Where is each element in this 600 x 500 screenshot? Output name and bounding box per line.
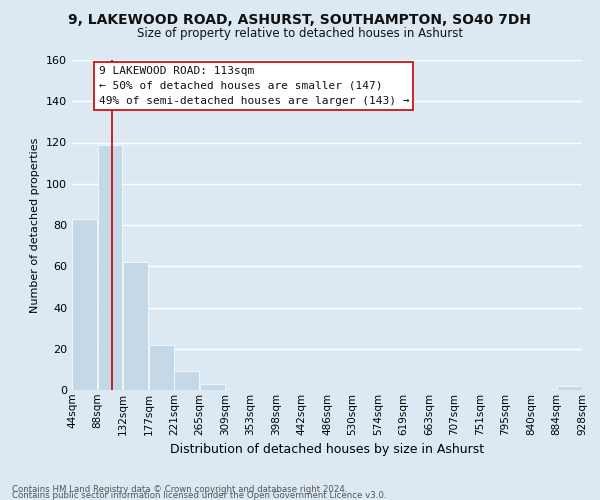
Bar [72,219,97,390]
Text: 9 LAKEWOOD ROAD: 113sqm
← 50% of detached houses are smaller (147)
49% of semi-d: 9 LAKEWOOD ROAD: 113sqm ← 50% of detache… [98,66,409,106]
Bar [98,144,122,390]
Text: Contains public sector information licensed under the Open Government Licence v3: Contains public sector information licen… [12,490,386,500]
Y-axis label: Number of detached properties: Number of detached properties [31,138,40,312]
Bar [175,372,199,390]
Text: 9, LAKEWOOD ROAD, ASHURST, SOUTHAMPTON, SO40 7DH: 9, LAKEWOOD ROAD, ASHURST, SOUTHAMPTON, … [68,12,532,26]
Bar [149,344,174,390]
Bar [200,384,224,390]
Text: Size of property relative to detached houses in Ashurst: Size of property relative to detached ho… [137,28,463,40]
Bar [123,262,148,390]
Bar [557,386,582,390]
X-axis label: Distribution of detached houses by size in Ashurst: Distribution of detached houses by size … [170,443,484,456]
Text: Contains HM Land Registry data © Crown copyright and database right 2024.: Contains HM Land Registry data © Crown c… [12,484,347,494]
